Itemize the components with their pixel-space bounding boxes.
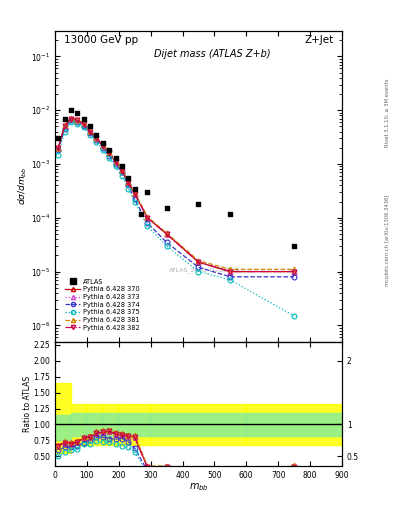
Point	[144, 188, 151, 196]
Text: Dijet mass (ATLAS Z+b): Dijet mass (ATLAS Z+b)	[154, 49, 271, 59]
X-axis label: $m_{bb}$: $m_{bb}$	[189, 481, 208, 493]
Point	[291, 242, 297, 250]
Point	[119, 162, 125, 170]
Point	[55, 134, 61, 142]
Point	[125, 174, 132, 182]
Point	[74, 109, 81, 117]
Point	[81, 114, 87, 122]
Point	[227, 209, 233, 218]
Point	[112, 154, 119, 162]
Point	[87, 122, 93, 131]
Point	[195, 200, 202, 208]
Point	[61, 114, 68, 122]
Point	[163, 204, 170, 212]
Y-axis label: Ratio to ATLAS: Ratio to ATLAS	[23, 376, 32, 432]
Text: Rivet 3.1.10; ≥ 3M events: Rivet 3.1.10; ≥ 3M events	[385, 78, 390, 147]
Point	[106, 146, 112, 154]
Point	[138, 209, 144, 218]
Point	[93, 131, 99, 139]
Text: mcplots.cern.ch [arXiv:1306.3436]: mcplots.cern.ch [arXiv:1306.3436]	[385, 195, 390, 286]
Y-axis label: $d\sigma/dm_{bb}$: $d\sigma/dm_{bb}$	[17, 167, 29, 205]
Point	[68, 106, 74, 114]
Text: ATLAS_2020_I1788444: ATLAS_2020_I1788444	[169, 267, 240, 273]
Text: 13000 GeV pp: 13000 GeV pp	[64, 35, 138, 46]
Point	[132, 184, 138, 193]
Point	[100, 138, 106, 146]
Text: Z+Jet: Z+Jet	[304, 35, 333, 46]
Legend: ATLAS, Pythia 6.428 370, Pythia 6.428 373, Pythia 6.428 374, Pythia 6.428 375, P: ATLAS, Pythia 6.428 370, Pythia 6.428 37…	[64, 278, 141, 332]
